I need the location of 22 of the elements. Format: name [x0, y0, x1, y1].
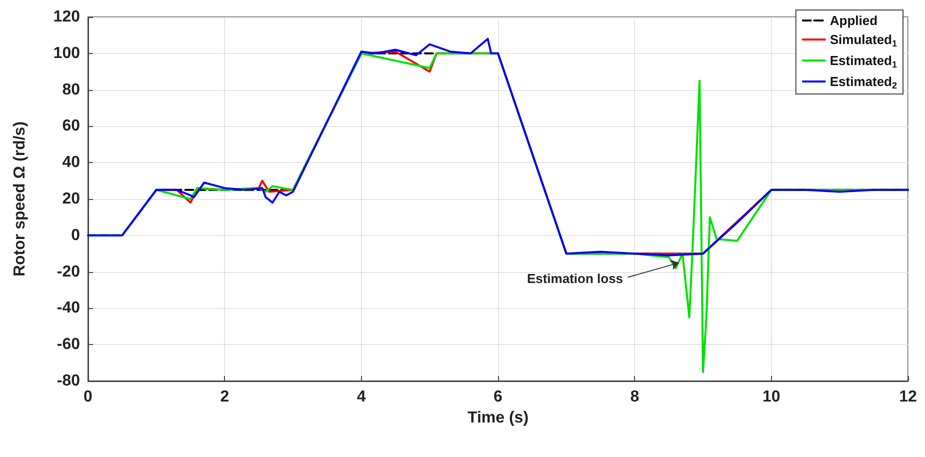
legend-label: Applied	[830, 13, 878, 28]
x-tick-label: 8	[630, 388, 640, 406]
x-tick-label: 4	[356, 388, 366, 406]
x-tick-label: 0	[84, 388, 93, 406]
y-tick-label: 20	[62, 190, 80, 208]
y-axis-title: Rotor speed Ω (rd/s)	[12, 121, 28, 277]
x-tick-label: 6	[494, 388, 503, 406]
y-tick-label: 120	[53, 8, 80, 26]
x-tick-label: 10	[762, 388, 780, 406]
y-tick-label: -60	[56, 336, 80, 354]
x-axis-title: Time (s)	[467, 409, 529, 426]
y-tick-label: 40	[62, 154, 80, 172]
annotation: Estimation loss	[526, 271, 624, 286]
y-tick-label: 60	[62, 118, 80, 135]
x-tick-label: 2	[220, 388, 230, 406]
y-tick-label: 80	[62, 81, 80, 98]
x-tick-label: 12	[899, 388, 917, 406]
y-tick-label: -80	[56, 372, 80, 390]
y-tick-label: 0	[71, 226, 80, 244]
y-tick-label: -40	[56, 300, 80, 317]
y-tick-label: 100	[53, 44, 80, 62]
y-tick-label: -20	[56, 263, 80, 280]
